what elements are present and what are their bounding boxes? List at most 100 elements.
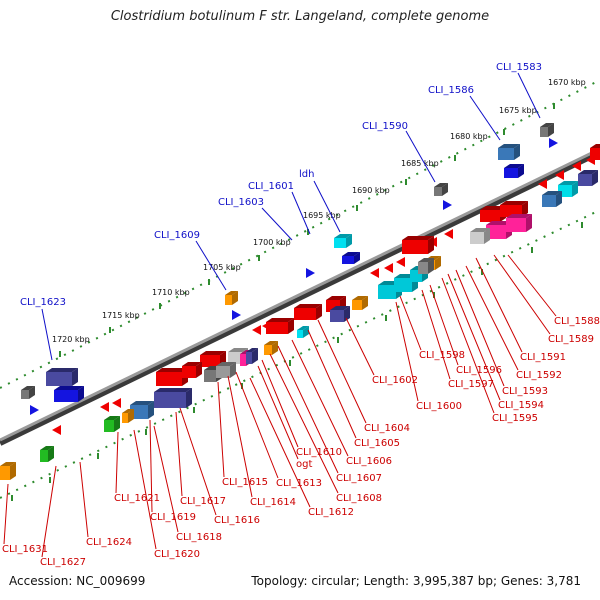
gene-forward xyxy=(342,252,360,264)
forward-leader-line xyxy=(517,72,541,119)
gene-side xyxy=(288,318,294,334)
gene-top xyxy=(590,144,600,148)
gene-top xyxy=(402,236,434,240)
gene-face xyxy=(480,210,500,222)
gene-top xyxy=(418,258,434,262)
gene-reverse-arrow xyxy=(100,402,109,412)
kbp-tick-label: 1685 kbp xyxy=(401,159,439,168)
gene-forward xyxy=(498,144,520,160)
reverse-leader-line xyxy=(115,431,119,494)
gene-top xyxy=(500,201,528,205)
gene-side xyxy=(572,181,578,197)
reverse-gene-label: ogt xyxy=(296,459,312,470)
gene-reverse xyxy=(182,362,202,378)
reverse-gene-label: CLI_1618 xyxy=(176,532,222,543)
gene-reverse-arrow xyxy=(384,263,393,273)
gene-reverse xyxy=(418,258,434,274)
gene-face xyxy=(418,262,428,274)
kbp-tick-label: 1690 kbp xyxy=(352,186,390,195)
gene-top xyxy=(54,386,84,390)
reverse-gene-label: CLI_1604 xyxy=(364,423,410,434)
tick-layer: 1670 kbp 1675 kbp 1680 kbp 1685 kbp 1690 kbp… xyxy=(11,78,586,501)
gene-top xyxy=(470,228,490,232)
gene-reverse xyxy=(352,296,368,310)
reverse-leader-line xyxy=(399,295,422,351)
reverse-gene-label: CLI_1613 xyxy=(276,478,322,489)
reverse-gene-label: CLI_1602 xyxy=(372,375,418,386)
gene-side xyxy=(428,258,434,274)
gene-top xyxy=(498,144,520,148)
reverse-leader-line xyxy=(291,339,349,457)
gene-face xyxy=(0,466,10,480)
gene-reverse xyxy=(122,409,134,423)
gene-side xyxy=(196,362,202,378)
reverse-leader-line xyxy=(421,289,451,380)
reverse-leader-line xyxy=(235,371,279,479)
gene-face xyxy=(266,322,288,334)
gene-top xyxy=(326,296,346,300)
gene-side xyxy=(272,341,278,355)
gene-face xyxy=(122,413,128,423)
reverse-leader-line xyxy=(149,419,153,513)
gene-forward-arrow xyxy=(232,310,241,320)
reverse-leader-line xyxy=(227,375,253,498)
gene-reverse xyxy=(130,401,154,419)
kbp-tick-label: 1710 kbp xyxy=(152,288,190,297)
gene-forward-arrow xyxy=(443,200,452,210)
gene-side xyxy=(232,291,238,305)
kbp-tick-label: 1715 kbp xyxy=(102,311,140,320)
gene-face xyxy=(46,372,72,386)
reverse-gene-label: CLI_1616 xyxy=(214,515,260,526)
reverse-gene-label: CLI_1594 xyxy=(498,400,544,411)
gene-face xyxy=(394,278,412,292)
reverse-leader-line xyxy=(345,317,375,376)
forward-gene-label: CLI_1583 xyxy=(496,62,542,73)
genome-title: Clostridium botulinum F str. Langeland, … xyxy=(110,9,490,24)
reverse-gene-label: CLI_1612 xyxy=(308,507,354,518)
gene-side xyxy=(316,304,322,320)
gene-forward xyxy=(54,386,84,402)
gene-reverse xyxy=(154,388,192,408)
gene-top xyxy=(40,446,54,450)
gene-face xyxy=(200,355,220,367)
gene-side xyxy=(514,144,520,160)
reverse-gene-label: CLI_1598 xyxy=(419,350,465,361)
gene-side xyxy=(518,164,524,178)
reverse-gene-label: CLI_1619 xyxy=(150,512,196,523)
gene-reverse xyxy=(542,191,562,207)
gene-reverse-arrow xyxy=(572,161,581,171)
gene-side xyxy=(526,214,532,232)
gene-forward xyxy=(46,368,78,386)
forward-gene-label: CLI_1603 xyxy=(218,197,264,208)
gene-top xyxy=(200,351,226,355)
kbp-tick-label: 1705 kbp xyxy=(203,263,241,272)
gene-face xyxy=(182,366,196,378)
reverse-gene-label: CLI_1605 xyxy=(354,438,400,449)
gene-top xyxy=(504,164,524,168)
gene-top xyxy=(434,183,448,187)
gene-side xyxy=(442,183,448,196)
gene-reverse-arrow xyxy=(396,257,405,267)
gene-top xyxy=(246,348,258,352)
gene-side xyxy=(78,386,84,402)
reverse-leader-line xyxy=(217,381,225,478)
kbp-tick-label: 1720 kbp xyxy=(52,335,90,344)
gene-top xyxy=(216,362,236,366)
gene-reverse xyxy=(246,348,258,364)
reverse-gene-label: CLI_1592 xyxy=(516,370,562,381)
reverse-gene-label: CLI_1595 xyxy=(492,413,538,424)
gene-reverse xyxy=(40,446,54,462)
gene-reverse-arrow xyxy=(538,179,547,189)
gene-top xyxy=(0,462,16,466)
gene-top xyxy=(122,409,134,413)
gene-face xyxy=(264,345,272,355)
reverse-gene-label: CLI_1600 xyxy=(416,401,462,412)
gene-face xyxy=(504,168,518,178)
gene-top xyxy=(486,221,512,225)
gene-top xyxy=(264,341,278,345)
gene-face xyxy=(156,372,182,386)
gene-reverse-arrow xyxy=(52,425,61,435)
gene-face xyxy=(330,310,344,322)
gene-top xyxy=(540,123,554,127)
reverse-leader-line xyxy=(447,273,501,401)
